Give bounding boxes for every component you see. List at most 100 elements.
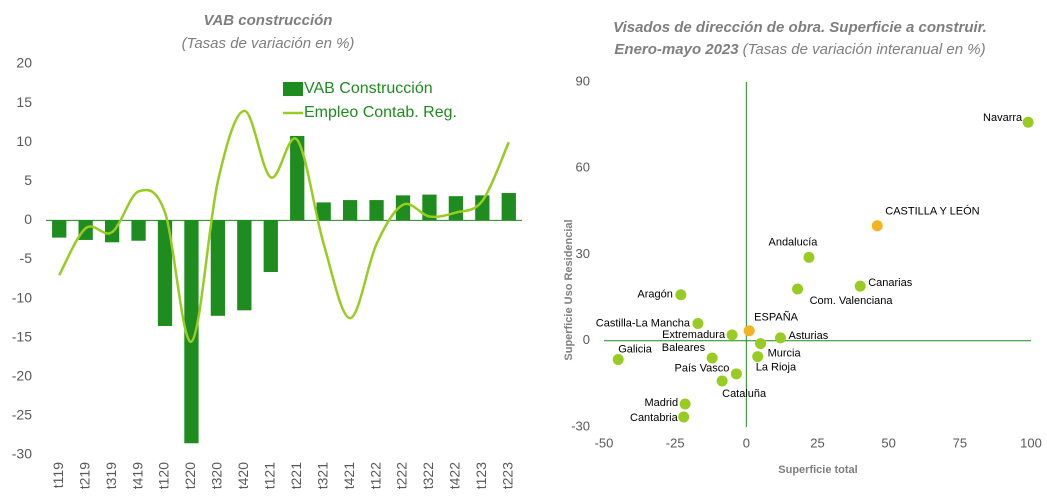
x-tick-label: 100: [1020, 435, 1042, 450]
x-tick-label: 0: [743, 435, 750, 450]
bar: [290, 135, 305, 221]
x-tick-label: t322: [420, 462, 436, 489]
point-label: Com. Valenciana: [810, 295, 894, 307]
point: [692, 318, 704, 329]
point: [871, 220, 883, 232]
x-tick-label: t421: [341, 462, 357, 489]
x-tick-label: t120: [156, 462, 172, 489]
point-label: Baleares: [662, 342, 706, 354]
point: [716, 375, 728, 387]
point: [743, 325, 755, 337]
point-label: Madrid: [645, 397, 679, 409]
point: [678, 411, 690, 423]
bar: [475, 195, 490, 221]
bar: [237, 220, 252, 311]
y-tick-label: -10: [12, 289, 32, 305]
x-tick-label: t221: [288, 462, 304, 489]
line: [58, 109, 510, 343]
y-tick-label: -20: [12, 368, 32, 384]
point: [706, 352, 718, 364]
bar: [78, 220, 93, 240]
x-tick-label: t222: [394, 462, 410, 489]
x-tick-label: t319: [103, 462, 119, 489]
x-tick-label: t321: [314, 462, 330, 489]
point-label: Cantabria: [630, 412, 679, 424]
y-tick-label: -5: [20, 250, 33, 266]
point-label: Navarra: [983, 112, 1023, 124]
y-tick-label: -30: [12, 446, 32, 462]
point: [854, 280, 866, 292]
y-tick-label: 20: [16, 55, 32, 71]
y-tick-label: -15: [12, 328, 32, 344]
bar: [342, 200, 358, 221]
point-label: Galicia: [618, 343, 653, 355]
x-tick-label: 75: [953, 435, 967, 450]
chart-title: Enero-mayo 2023 (Tasas de variación inter…: [614, 41, 985, 58]
y-tick-label: 90: [576, 73, 590, 88]
y-tick-label: 0: [583, 332, 590, 347]
x-tick-label: -25: [666, 435, 685, 450]
x-tick-label: t119: [50, 462, 66, 488]
point-label: Canarias: [868, 277, 913, 289]
bar: [157, 220, 173, 326]
chart-subtitle: (Tasas de variación interanual en %): [743, 41, 986, 58]
chart-title: Enero-mayo 2023: [614, 41, 739, 58]
bar: [369, 200, 384, 221]
point: [679, 398, 691, 410]
bar: [263, 220, 278, 273]
bar: [184, 220, 199, 444]
x-tick-label: 50: [881, 435, 895, 450]
point: [752, 351, 764, 363]
point-label: La Rioja: [756, 361, 797, 373]
x-axis-label: Superficie total: [778, 464, 857, 476]
point: [792, 283, 804, 295]
chart-title: Visados de dirección de obra. Superficie…: [613, 19, 987, 36]
x-tick-label: t320: [209, 462, 225, 489]
bar: [210, 220, 226, 316]
legend-label: VAB Construcción: [304, 80, 433, 97]
bar: [501, 193, 516, 221]
bar: [52, 220, 67, 238]
legend-label: Empleo Contab. Reg.: [304, 104, 457, 121]
bar: [131, 220, 146, 241]
x-tick-label: t420: [235, 462, 251, 489]
chart-title: VAB construcción: [204, 12, 333, 29]
point-label: ESPAÑA: [754, 311, 798, 324]
point-label: Asturias: [788, 330, 828, 342]
point: [612, 353, 624, 365]
x-tick-label: t122: [367, 462, 383, 489]
x-tick-label: t223: [499, 462, 515, 489]
y-tick-label: 15: [16, 94, 32, 110]
point-label: Murcia: [768, 348, 802, 360]
x-tick-label: t220: [182, 462, 198, 489]
y-axis-label: Superficie Uso Residencial: [563, 219, 575, 360]
x-tick-label: t419: [129, 462, 145, 489]
point: [730, 368, 742, 380]
point: [774, 332, 786, 344]
y-tick-label: -25: [12, 407, 32, 423]
x-tick-label: t121: [261, 462, 277, 489]
point: [755, 338, 767, 350]
point-label: Castilla-La Mancha: [596, 317, 691, 329]
bar: [395, 195, 411, 221]
point-label: CASTILLA Y LEÓN: [885, 205, 979, 218]
x-tick-label: t219: [76, 462, 92, 489]
chart-subtitle: (Tasas de variación en %): [182, 35, 355, 52]
point: [1022, 116, 1034, 128]
point: [675, 289, 687, 301]
x-tick-label: -50: [595, 435, 614, 450]
y-tick-label: -30: [571, 418, 590, 433]
x-tick-label: t422: [447, 462, 463, 489]
y-tick-label: 30: [576, 246, 590, 261]
point-label: País Vasco: [675, 363, 730, 375]
point-label: Aragón: [637, 289, 672, 301]
bar: [448, 196, 464, 221]
legend-swatch: [283, 82, 303, 96]
point-label: Extremadura: [662, 329, 726, 341]
y-tick-label: 0: [24, 211, 32, 227]
point: [803, 251, 815, 263]
bar: [316, 202, 331, 221]
x-tick-label: t123: [473, 462, 489, 489]
x-tick-label: 25: [810, 435, 824, 450]
